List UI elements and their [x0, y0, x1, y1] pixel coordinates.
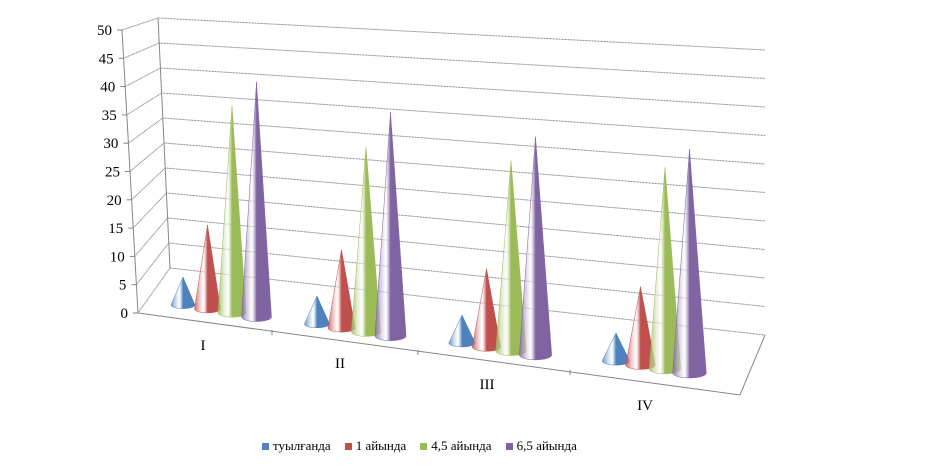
y-axis: [121, 29, 139, 314]
legend-item: 1 айында: [344, 438, 407, 454]
cone-I-2: [217, 105, 247, 318]
cone-I-1: [194, 224, 221, 314]
cone-I-0: [170, 276, 196, 309]
legend-swatch: [344, 442, 352, 450]
x-category-label: III: [480, 377, 495, 393]
gridline: [123, 42, 766, 79]
cone-II-0: [304, 295, 330, 329]
legend-item: 4,5 айында: [420, 438, 492, 454]
cone-I-3: [241, 81, 272, 322]
gridline: [131, 167, 766, 222]
gridline: [137, 267, 766, 336]
y-tick-label: 0: [121, 306, 129, 322]
legend-swatch: [420, 442, 428, 450]
cone-IV-3: [672, 148, 707, 379]
x-category-label: IV: [637, 398, 653, 414]
y-tick-label: 30: [103, 136, 118, 152]
y-tick-label: 35: [102, 108, 117, 124]
gridline: [124, 67, 766, 108]
cone-mark: [601, 332, 631, 366]
cone-mark: [170, 276, 196, 309]
cone-III-3: [519, 136, 552, 361]
cone-IV-0: [601, 332, 631, 366]
cone-II-3: [374, 111, 407, 341]
cone-mark: [351, 147, 381, 337]
cone-mark: [217, 105, 247, 318]
cone-mark: [472, 268, 501, 352]
cone-mark: [448, 314, 476, 348]
cone-mark: [194, 224, 221, 314]
cone-III-0: [448, 314, 476, 348]
legend-swatch: [262, 442, 269, 450]
y-tick-label: 15: [108, 221, 123, 237]
cone-mark: [519, 136, 552, 361]
x-category-label: II: [335, 356, 345, 372]
legend-label: 1 айында: [355, 438, 407, 453]
cone-mark: [304, 295, 330, 329]
cone-mark: [374, 111, 407, 341]
y-tick-label: 50: [97, 23, 112, 39]
y-tick-label: 20: [107, 193, 122, 209]
y-tick-label: 40: [100, 80, 115, 96]
legend-item: 6,5 айында: [505, 438, 577, 454]
legend-label: туылғанда: [273, 438, 331, 453]
gridline: [121, 17, 766, 51]
cone-III-1: [472, 268, 501, 352]
back-wall-edge: [157, 17, 171, 269]
y-tick-label: 25: [105, 165, 120, 181]
gridline: [129, 142, 766, 193]
y-tick-label: 45: [99, 51, 114, 67]
legend-item: туылғанда: [262, 438, 331, 454]
legend-label: 4,5 айында: [431, 438, 492, 453]
legend: туылғанда 1 айында 4,5 айында 6,5 айында: [262, 438, 577, 454]
legend-swatch: [505, 442, 513, 450]
x-category-label: I: [201, 338, 206, 354]
legend-label: 6,5 айында: [516, 438, 577, 453]
floor-edge: [137, 312, 766, 396]
cone-II-2: [351, 147, 381, 337]
gridline: [128, 117, 766, 165]
y-tick-label: 5: [119, 278, 127, 294]
y-tick-label: 10: [110, 249, 125, 265]
gridline: [126, 92, 766, 136]
cone-mark: [241, 81, 272, 322]
gridline: [134, 217, 766, 279]
cone-mark: [672, 148, 707, 379]
